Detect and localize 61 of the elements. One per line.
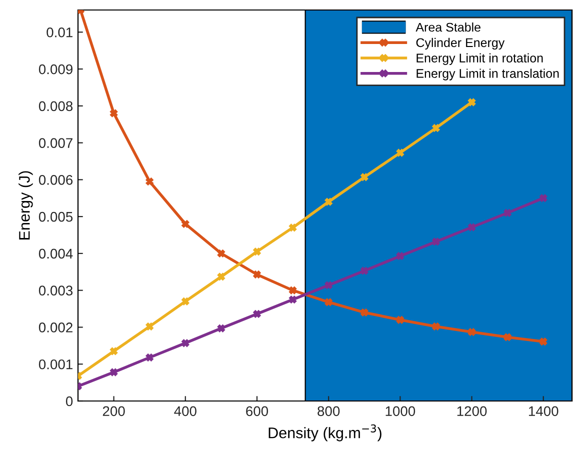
x-tick-label: 1400 — [528, 406, 558, 416]
point — [253, 248, 261, 256]
point — [360, 266, 368, 275]
point — [504, 333, 512, 342]
legend-label: Energy Limit in translation — [416, 68, 559, 80]
point — [540, 194, 548, 202]
x-tick-label: 200 — [102, 406, 125, 416]
legend-label: Cylinder Energy — [416, 38, 505, 50]
y-tick-label: 0.01 — [46, 27, 72, 38]
x-tick-label: 400 — [174, 406, 196, 416]
point — [324, 298, 332, 306]
x-tick-label: 1200 — [457, 406, 487, 416]
point — [288, 296, 297, 304]
point — [217, 250, 226, 258]
point — [288, 224, 297, 232]
point — [253, 310, 261, 318]
y-axis-title: Energy (J) — [18, 171, 33, 240]
point — [182, 339, 190, 347]
y-tick-label: 0.005 — [38, 212, 73, 222]
point — [110, 368, 118, 376]
point — [146, 178, 154, 186]
point — [110, 347, 118, 356]
point — [182, 298, 190, 306]
point — [360, 308, 368, 316]
point — [432, 238, 440, 246]
point — [396, 148, 404, 157]
point — [182, 220, 190, 228]
point — [504, 209, 512, 217]
y-tick-label: 0.007 — [38, 138, 72, 148]
y-tick-label: 0.009 — [38, 64, 72, 74]
point — [324, 198, 332, 206]
point — [360, 173, 368, 181]
point — [253, 270, 261, 278]
x-tick-label: 600 — [246, 406, 268, 416]
y-tick-label: 0.002 — [38, 322, 72, 332]
y-tick-label: 0.008 — [38, 101, 73, 112]
point — [468, 98, 476, 106]
point — [324, 281, 332, 289]
point — [432, 322, 440, 330]
point — [217, 324, 226, 332]
band-label: Area Stable — [416, 22, 480, 32]
point — [432, 124, 440, 132]
point — [396, 252, 404, 260]
y-tick-label: 0.001 — [38, 359, 72, 370]
point — [110, 109, 118, 118]
point — [146, 322, 154, 330]
point — [468, 328, 476, 336]
point — [217, 272, 226, 281]
y-tick-label: 0 — [66, 396, 73, 406]
point — [396, 316, 404, 324]
point — [288, 286, 297, 294]
point — [468, 223, 476, 232]
x-tick-label: 800 — [318, 406, 340, 416]
x-tick-label: 1000 — [386, 406, 416, 416]
y-tick-label: 0.006 — [38, 175, 73, 185]
x-axis-title: Density (kg.m$^{−3}$) — [268, 424, 382, 442]
point — [540, 338, 548, 346]
point — [146, 354, 154, 362]
legend-label: Energy Limit in rotation — [416, 53, 543, 65]
y-tick-label: 0.003 — [38, 286, 73, 296]
y-tick-label: 0.004 — [38, 248, 73, 259]
